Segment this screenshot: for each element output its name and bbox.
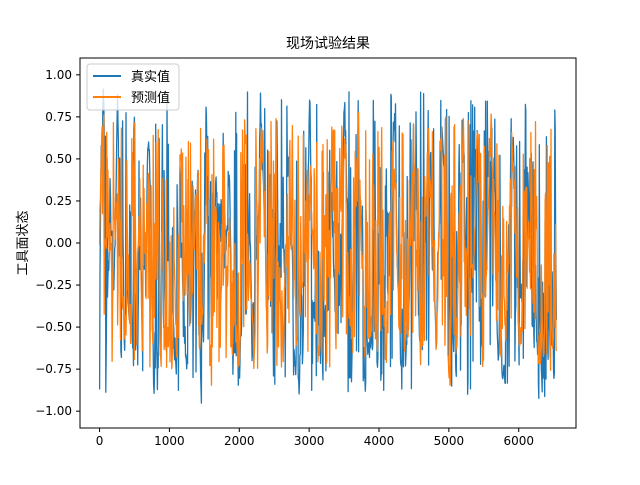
plot-area (98, 88, 558, 404)
y-tick-label: 0.75 (45, 110, 72, 124)
x-axis: 0 1000 2000 3000 4000 5000 6000 (96, 428, 534, 448)
x-tick-label: 3000 (294, 434, 325, 448)
x-tick-label: 1000 (154, 434, 185, 448)
y-tick-label: 0.25 (45, 194, 72, 208)
chart-title: 现场试验结果 (286, 36, 370, 52)
x-tick-label: 2000 (224, 434, 255, 448)
y-tick-label: −1.00 (35, 404, 72, 418)
x-tick-label: 5000 (434, 434, 465, 448)
y-tick-label: 0.50 (45, 152, 72, 166)
legend-label-real: 真实值 (131, 69, 170, 85)
x-tick-label: 4000 (364, 434, 395, 448)
legend-label-predicted: 预测值 (131, 90, 170, 106)
y-axis-label: 工具面状态 (16, 210, 31, 275)
y-tick-label: 1.00 (45, 68, 72, 82)
series-predicted-line (98, 111, 558, 387)
legend: 真实值 预测值 (86, 63, 180, 111)
y-tick-label: −0.25 (35, 278, 72, 292)
y-tick-label: −0.75 (35, 362, 72, 376)
y-tick-label: −0.50 (35, 320, 72, 334)
x-tick-label: 6000 (503, 434, 534, 448)
y-tick-label: 0.00 (45, 236, 72, 250)
x-tick-label: 0 (96, 434, 104, 448)
y-axis: 1.00 0.75 0.50 0.25 0.00 −0.25 −0.50 −0.75 −1.00 (35, 68, 80, 418)
